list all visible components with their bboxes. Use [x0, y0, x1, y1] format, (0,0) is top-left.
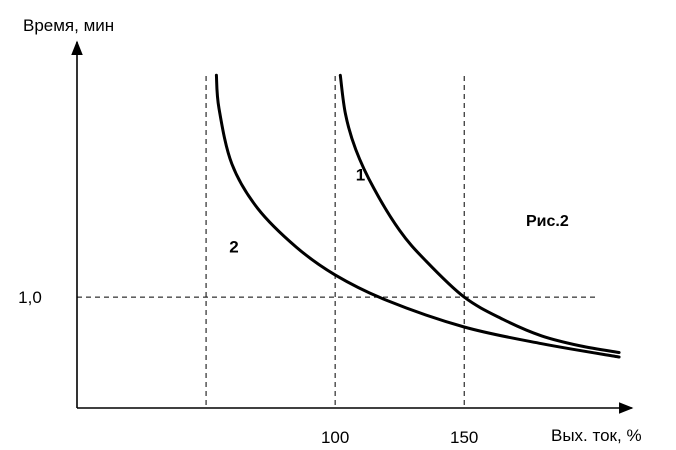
grid [77, 76, 595, 408]
y-tick-label: 1,0 [18, 288, 42, 307]
tick-labels: 100 150 1,0 [18, 288, 478, 447]
figure-label: Рис.2 [526, 213, 569, 230]
series-label-1: 1 [356, 166, 365, 185]
series-label-2: 2 [229, 238, 238, 257]
x-axis-title: Вых. ток, % [551, 426, 642, 445]
series-line-2 [214, 73, 621, 359]
series-line-1 [338, 73, 621, 354]
series-labels: 12 [229, 166, 365, 257]
x-tick-label-100: 100 [321, 428, 349, 447]
x-tick-label-150: 150 [450, 428, 478, 447]
series-group [214, 73, 621, 359]
y-axis-title: Время, мин [23, 16, 114, 35]
